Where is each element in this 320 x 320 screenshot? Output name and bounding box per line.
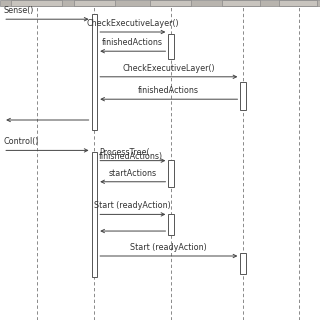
Bar xyxy=(168,160,174,187)
Text: Start (readyAction): Start (readyAction) xyxy=(131,243,207,252)
Bar xyxy=(168,214,174,235)
Bar xyxy=(222,0,260,6)
Bar xyxy=(92,152,97,277)
Bar xyxy=(0,0,320,6)
Text: CheckExecutiveLayer(): CheckExecutiveLayer() xyxy=(123,64,215,73)
Text: Control(): Control() xyxy=(3,137,39,146)
Bar xyxy=(11,0,62,6)
Text: CheckExecutiveLayer(): CheckExecutiveLayer() xyxy=(86,19,179,28)
Bar xyxy=(240,82,246,110)
Text: finishedActions: finishedActions xyxy=(138,86,199,95)
Bar xyxy=(240,253,246,274)
Bar xyxy=(279,0,317,6)
Bar xyxy=(92,14,97,130)
Text: finishedActions): finishedActions) xyxy=(99,152,163,161)
Text: finishedActions: finishedActions xyxy=(102,38,163,47)
Text: startActions: startActions xyxy=(109,169,157,178)
Bar xyxy=(150,0,191,6)
Text: ProcessTree(: ProcessTree( xyxy=(99,148,149,157)
Text: Sense(): Sense() xyxy=(3,6,34,15)
Bar xyxy=(74,0,115,6)
Bar xyxy=(168,34,174,59)
Text: Start (readyAction): Start (readyAction) xyxy=(94,201,171,210)
